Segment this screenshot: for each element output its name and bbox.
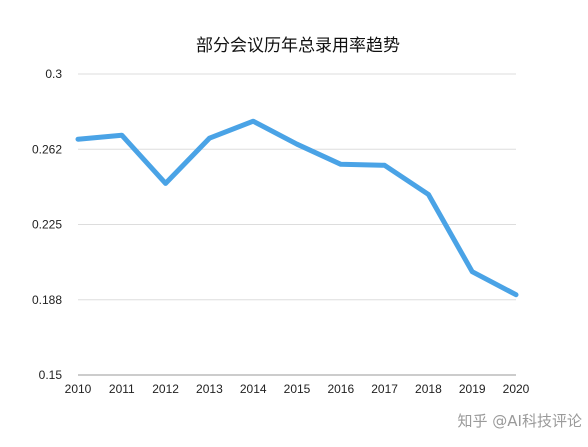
- data-point: [470, 269, 475, 274]
- x-tick-label: 2014: [240, 382, 267, 396]
- x-tick-label: 2013: [196, 382, 223, 396]
- data-point: [382, 163, 387, 168]
- x-tick-label: 2020: [503, 382, 530, 396]
- y-tick-label: 0.15: [39, 368, 63, 382]
- grid-lines: [78, 73, 516, 376]
- data-point: [251, 118, 256, 124]
- series-line: [75, 118, 519, 298]
- data-point: [294, 142, 300, 147]
- data-point: [207, 136, 212, 141]
- x-tick-label: 2011: [109, 382, 135, 396]
- x-tick-label: 2018: [415, 382, 442, 396]
- data-point: [338, 162, 343, 167]
- x-tick-label: 2019: [459, 382, 486, 396]
- y-axis-ticks: 0.15 0.188 0.225 0.262 0.3: [32, 67, 62, 382]
- y-tick-label: 0.188: [32, 293, 62, 307]
- y-tick-label: 0.262: [32, 142, 62, 156]
- data-point: [75, 137, 81, 142]
- data-point: [426, 192, 431, 197]
- watermark: 知乎 @AI科技评论: [458, 412, 582, 430]
- x-axis-ticks: 2010 2011 2012 2013 2014 2015 2016 2017 2018 2019…: [65, 382, 530, 396]
- chart-title: 部分会议历年总录用率趋势: [196, 36, 400, 56]
- x-tick-label: 2016: [327, 382, 354, 396]
- data-point: [513, 292, 519, 297]
- x-tick-label: 2010: [65, 382, 92, 396]
- x-tick-label: 2012: [152, 382, 179, 396]
- data-point: [163, 181, 168, 186]
- x-tick-label: 2017: [371, 382, 398, 396]
- series-layer: [75, 118, 519, 298]
- data-point: [119, 133, 125, 138]
- x-tick-label: 2015: [284, 382, 311, 396]
- y-tick-label: 0.225: [32, 218, 62, 232]
- y-tick-label: 0.3: [45, 67, 62, 81]
